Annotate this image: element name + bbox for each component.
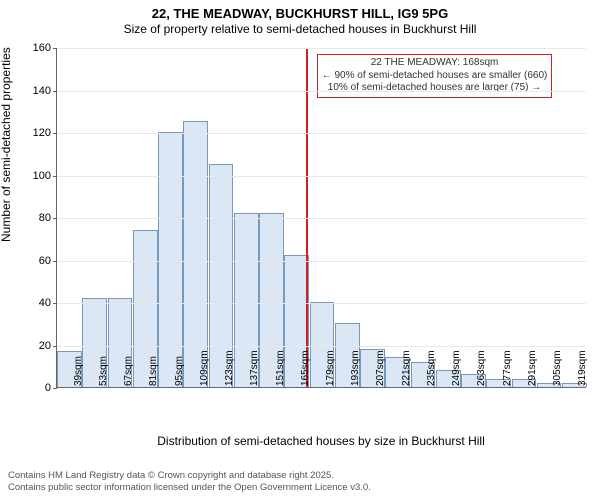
x-tick-label: 193sqm (350, 350, 361, 386)
plot-area: 22 THE MEADWAY: 168sqm← 90% of semi-deta… (56, 48, 586, 388)
x-tick-label: 235sqm (426, 350, 437, 386)
gridline-h (57, 91, 586, 92)
x-tick-label: 137sqm (249, 350, 260, 386)
annotation-line: 10% of semi-detached houses are larger (… (322, 82, 548, 95)
x-tick-label: 109sqm (199, 350, 210, 386)
gridline-h (57, 176, 586, 177)
gridline-h (57, 303, 586, 304)
x-tick-label: 305sqm (552, 350, 563, 386)
x-tick-label: 95sqm (174, 356, 185, 386)
annotation-line: 22 THE MEADWAY: 168sqm (322, 57, 548, 70)
x-tick-label: 39sqm (73, 356, 84, 386)
page-title: 22, THE MEADWAY, BUCKHURST HILL, IG9 5PG (0, 0, 600, 22)
y-tick-label: 40 (39, 297, 57, 309)
gridline-h (57, 346, 586, 347)
footer-attribution: Contains HM Land Registry data © Crown c… (8, 470, 371, 494)
y-tick-label: 0 (45, 382, 57, 394)
y-tick-label: 80 (39, 212, 57, 224)
x-tick-label: 151sqm (275, 350, 286, 386)
x-tick-label: 263sqm (476, 350, 487, 386)
y-tick-label: 160 (33, 42, 57, 54)
x-tick-label: 67sqm (123, 356, 134, 386)
x-tick-label: 291sqm (527, 350, 538, 386)
x-tick-label: 53sqm (98, 356, 109, 386)
footer-line-2: Contains public sector information licen… (8, 482, 371, 494)
page-subtitle: Size of property relative to semi-detach… (0, 22, 600, 40)
gridline-h (57, 218, 586, 219)
x-axis-label: Distribution of semi-detached houses by … (56, 434, 586, 448)
bar (183, 121, 208, 387)
x-tick-label: 207sqm (375, 350, 386, 386)
x-tick-label: 123sqm (224, 350, 235, 386)
footer-line-1: Contains HM Land Registry data © Crown c… (8, 470, 371, 482)
x-tick-label: 249sqm (451, 350, 462, 386)
gridline-h (57, 133, 586, 134)
gridline-h (57, 261, 586, 262)
x-tick-label: 319sqm (577, 350, 588, 386)
x-tick-label: 81sqm (148, 356, 159, 386)
bar (158, 132, 183, 387)
y-tick-label: 100 (33, 170, 57, 182)
chart-container: Number of semi-detached properties 22 TH… (0, 42, 600, 447)
annotation-line: ← 90% of semi-detached houses are smalle… (322, 70, 548, 83)
x-tick-label: 277sqm (502, 350, 513, 386)
y-tick-label: 140 (33, 85, 57, 97)
x-tick-label: 179sqm (325, 350, 336, 386)
x-tick-label: 221sqm (401, 350, 412, 386)
gridline-h (57, 48, 586, 49)
y-tick-label: 60 (39, 255, 57, 267)
y-tick-label: 20 (39, 340, 57, 352)
x-tick-label: 165sqm (300, 350, 311, 386)
y-axis-label: Number of semi-detached properties (0, 47, 13, 242)
y-tick-label: 120 (33, 127, 57, 139)
